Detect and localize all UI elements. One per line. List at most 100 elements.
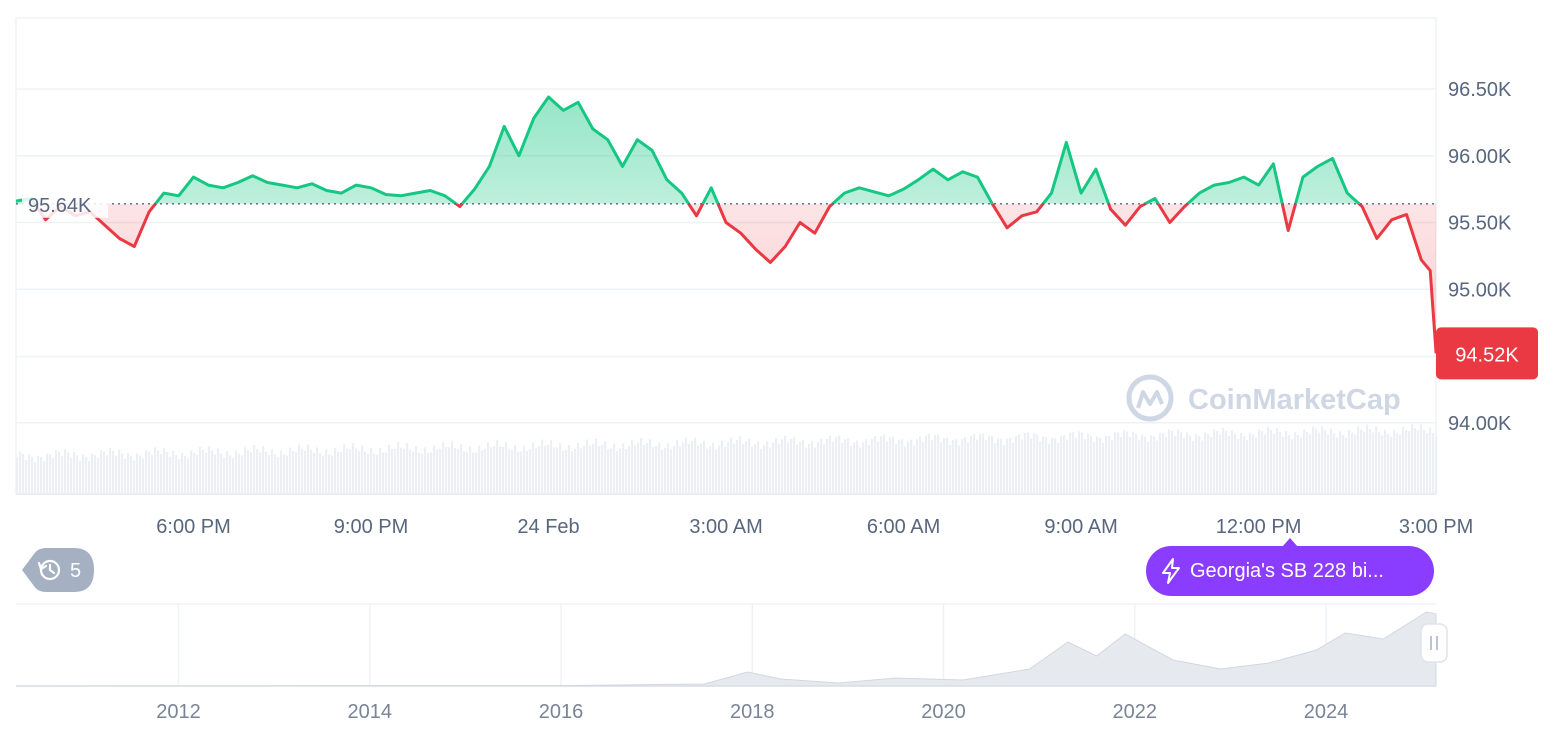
lightning-icon [1162, 558, 1180, 584]
navigator-year-label: 2018 [730, 701, 775, 723]
volume-bar [301, 448, 304, 494]
volume-bar [826, 438, 829, 494]
volume-bar [241, 455, 244, 494]
volume-bar [106, 455, 109, 494]
volume-bar [1243, 435, 1246, 494]
volume-bar [1225, 430, 1228, 494]
volume-bar [1069, 432, 1072, 494]
volume-bar [790, 439, 793, 494]
navigator-handle[interactable] [1420, 623, 1448, 663]
volume-bar [1075, 437, 1078, 494]
volume-bar [1297, 435, 1300, 494]
volume-bar [19, 451, 22, 494]
volume-bar [52, 457, 55, 494]
volume-bar [1291, 439, 1294, 494]
volume-bar [637, 442, 640, 494]
volume-bar [1033, 433, 1036, 494]
volume-bar [841, 442, 844, 494]
volume-bar [313, 453, 316, 494]
volume-bar [355, 448, 358, 494]
volume-bar [1207, 433, 1210, 494]
volume-bar [439, 448, 442, 494]
volume-bar [235, 450, 238, 494]
volume-bar [1336, 437, 1339, 494]
volume-bar [358, 450, 361, 494]
volume-bar [406, 443, 409, 494]
volume-bar [1354, 434, 1357, 494]
volume-bar [835, 437, 838, 494]
watermark-text: CoinMarketCap [1188, 384, 1401, 416]
y-tick-label: 96.50K [1448, 79, 1512, 101]
volume-bar [181, 452, 184, 494]
volume-bar [37, 455, 40, 494]
volume-bar [850, 446, 853, 494]
volume-bar [514, 445, 517, 494]
volume-bar [934, 435, 937, 494]
news-pill[interactable]: Georgia's SB 228 bi... [1146, 546, 1434, 596]
x-tick-label: 3:00 PM [1399, 516, 1473, 538]
reference-label: 95.64K [28, 195, 92, 217]
volume-bar [274, 454, 277, 494]
volume-bar [1366, 424, 1369, 494]
volume-bar [361, 445, 364, 494]
volume-bar [547, 445, 550, 494]
volume-bar [1228, 435, 1231, 494]
volume-bar [1093, 442, 1096, 494]
volume-bar [958, 445, 961, 494]
volume-bar [436, 449, 439, 494]
volume-bar [787, 442, 790, 494]
y-axis: 96.50K 96.00K 95.50K 95.00K 94.00K [1448, 79, 1512, 435]
volume-bar [1147, 442, 1150, 494]
volume-bar [196, 455, 199, 494]
volume-bar [598, 445, 601, 494]
volume-bar [997, 438, 1000, 494]
volume-bar [1396, 433, 1399, 494]
volume-bar [601, 445, 604, 494]
volume-bar [280, 450, 283, 494]
volume-bar [1246, 440, 1249, 494]
volume-bar [1300, 437, 1303, 494]
volume-bar [34, 462, 37, 494]
volume-bar [1048, 443, 1051, 494]
history-badge[interactable]: 5 [18, 546, 96, 594]
volume-bar [163, 447, 166, 494]
volume-bar [1429, 427, 1432, 494]
volume-bar [1171, 430, 1174, 494]
volume-bar [424, 447, 427, 494]
volume-bar [691, 441, 694, 494]
volume-bar [937, 434, 940, 494]
history-badge-shape: 5 [22, 548, 94, 592]
range-navigator[interactable] [15, 603, 1437, 687]
reference-label-bg [22, 189, 108, 218]
coinmarketcap-logo-wave [1136, 390, 1164, 409]
volume-bar [187, 458, 190, 494]
volume-bar [382, 452, 385, 494]
volume-bar [853, 442, 856, 494]
volume-bar [502, 446, 505, 494]
navigator-year-label: 2024 [1304, 701, 1349, 723]
volume-bar [322, 455, 325, 494]
x-tick-label: 3:00 AM [689, 516, 762, 538]
volume-bar [649, 439, 652, 494]
y-tick-label: 95.50K [1448, 213, 1512, 235]
volume-bar [256, 449, 259, 494]
volume-bar [1315, 429, 1318, 494]
volume-bar [1177, 429, 1180, 494]
volume-bar [1390, 436, 1393, 494]
volume-bar [742, 443, 745, 494]
volume-bar [451, 441, 454, 494]
volume-bar [664, 447, 667, 494]
volume-bar [721, 441, 724, 494]
volume-bar [739, 436, 742, 494]
volume-bar [1378, 431, 1381, 494]
volume-bar [1258, 429, 1261, 494]
volume-bar [418, 452, 421, 494]
volume-bar [253, 444, 256, 494]
coinmarketcap-logo-icon [1126, 374, 1174, 422]
news-label: Georgia's SB 228 bi... [1190, 559, 1384, 582]
volume-bar [1015, 435, 1018, 494]
volume-bar [31, 456, 34, 494]
volume-bar [730, 437, 733, 494]
